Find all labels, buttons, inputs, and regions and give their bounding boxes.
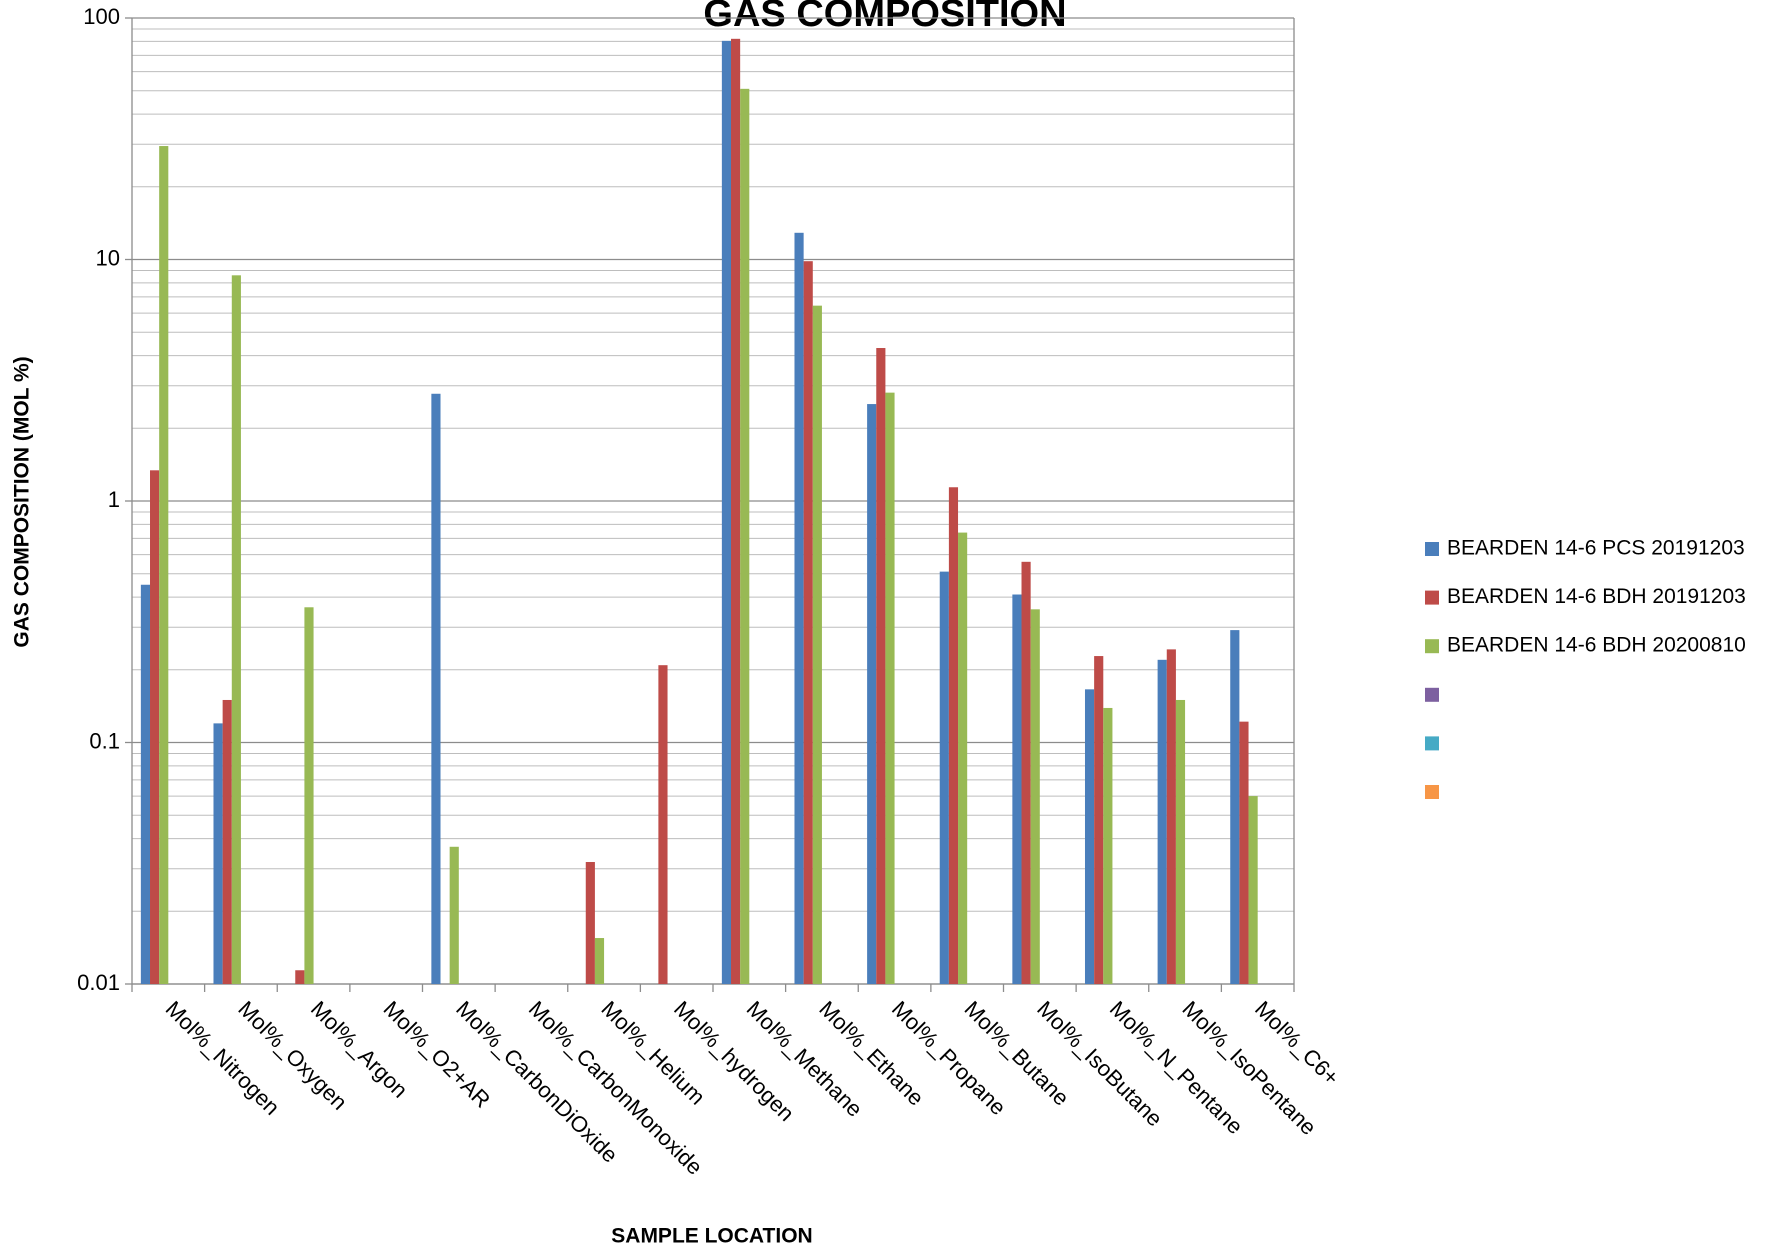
bar <box>1012 594 1022 984</box>
bar <box>794 232 804 984</box>
bar <box>213 723 223 984</box>
bar <box>1230 630 1240 984</box>
legend-label: BEARDEN 14-6 BDH 20200810 <box>1447 634 1746 657</box>
bar <box>431 393 441 984</box>
bar <box>1248 796 1258 984</box>
legend-swatch <box>1425 785 1439 799</box>
legend-label: BEARDEN 14-6 PCS 20191203 <box>1447 537 1745 560</box>
y-tick-label: 0.1 <box>89 728 120 753</box>
bar <box>1021 561 1031 984</box>
bar <box>885 392 895 984</box>
bar <box>740 88 750 985</box>
bar <box>1175 699 1186 984</box>
legend-swatch <box>1425 542 1439 556</box>
bar <box>1103 707 1113 984</box>
bar <box>948 487 959 984</box>
bar <box>304 607 314 984</box>
bar <box>594 938 605 984</box>
bar <box>585 862 595 984</box>
bar <box>721 40 732 984</box>
x-tick-label: Mol%_IsoButane <box>1032 996 1167 1131</box>
y-tick-label: 10 <box>96 245 120 270</box>
bar <box>867 404 877 984</box>
y-tick-label: 100 <box>83 4 120 29</box>
bar <box>939 571 949 984</box>
bar <box>876 348 886 985</box>
legend-swatch <box>1425 590 1439 605</box>
y-axis-label: GAS COMPOSITION (MOL %) <box>11 356 34 647</box>
bar <box>958 532 968 984</box>
bar <box>658 665 668 984</box>
bar <box>731 38 741 984</box>
x-tick-label: Mol%_IsoPentane <box>1177 996 1321 1140</box>
bar <box>140 584 151 984</box>
bar <box>803 261 813 985</box>
bar <box>812 305 822 984</box>
bar <box>159 146 169 985</box>
y-tick-label: 1 <box>108 487 120 512</box>
y-tick-label: 0.01 <box>77 970 120 995</box>
bar <box>150 470 160 984</box>
bar <box>1239 721 1249 984</box>
bar <box>1084 689 1095 984</box>
legend-swatch <box>1425 736 1439 751</box>
bar <box>295 970 305 984</box>
bar <box>231 275 241 985</box>
bar <box>1157 659 1167 984</box>
x-tick-label: Mol%_N_Pentane <box>1105 996 1248 1139</box>
bar <box>1094 656 1104 984</box>
legend-swatch <box>1425 639 1439 654</box>
bar <box>449 846 459 984</box>
legend-label: BEARDEN 14-6 BDH 20191203 <box>1447 585 1746 608</box>
x-axis-label: SAMPLE LOCATION <box>611 1225 812 1248</box>
bar <box>222 699 232 984</box>
bar <box>1166 649 1176 984</box>
legend-swatch <box>1425 687 1439 702</box>
bar <box>1030 609 1040 984</box>
